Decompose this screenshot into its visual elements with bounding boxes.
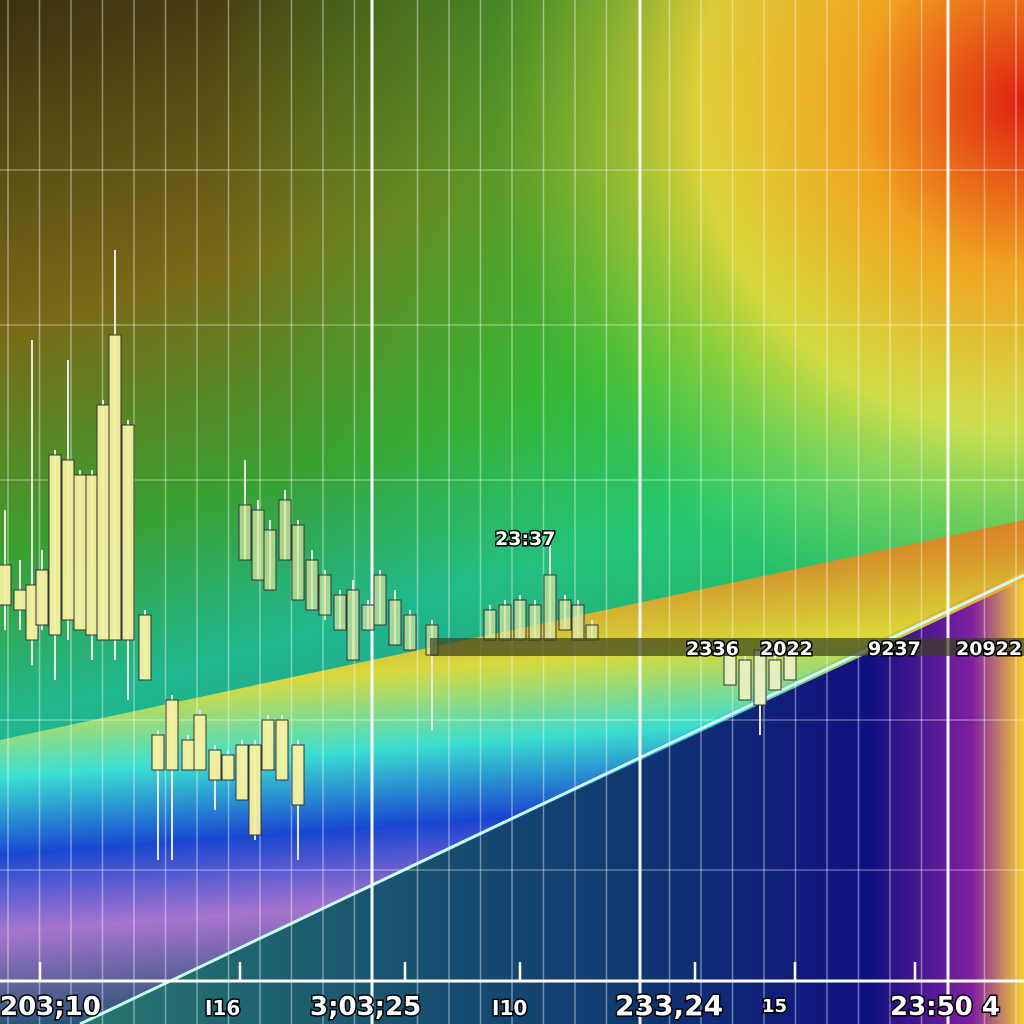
candle-body bbox=[558, 599, 572, 631]
candle-body bbox=[483, 609, 497, 641]
candle-body bbox=[35, 569, 49, 626]
candle-body bbox=[238, 504, 252, 561]
candle-body bbox=[61, 459, 75, 621]
candle-body bbox=[251, 509, 265, 581]
annotation-label: 2336 bbox=[686, 638, 739, 660]
candle-body bbox=[121, 424, 135, 641]
candle-body bbox=[0, 564, 12, 606]
candle-body bbox=[318, 574, 332, 616]
x-tick-label: 233,24 bbox=[615, 989, 723, 1022]
candle-body bbox=[221, 754, 235, 781]
x-tick-label: 23:50 4 bbox=[890, 992, 1000, 1022]
candle-body bbox=[263, 529, 277, 591]
candle-body bbox=[346, 589, 360, 661]
candle-body bbox=[275, 719, 289, 781]
candle-body bbox=[48, 454, 62, 636]
annotation-label: 9237 bbox=[868, 638, 921, 660]
candle-body bbox=[768, 659, 782, 691]
candle-body bbox=[333, 594, 347, 631]
candle-body bbox=[96, 404, 110, 641]
candle-body bbox=[13, 589, 27, 611]
x-tick-label: 15 bbox=[762, 996, 787, 1017]
candle-body bbox=[208, 749, 222, 781]
candle-body bbox=[291, 744, 305, 806]
annotation-bar bbox=[430, 638, 1024, 656]
x-tick-label: I10 bbox=[492, 996, 527, 1020]
candle-body bbox=[138, 614, 152, 681]
x-ticks: 203;10 I16 3;03;25 I10 233,24 15 23:50 4 bbox=[0, 962, 1001, 1024]
x-tick-label: I16 bbox=[205, 996, 240, 1020]
annotation-label: 23:37 bbox=[495, 528, 555, 550]
candle-body bbox=[543, 574, 557, 641]
candle-body bbox=[85, 474, 99, 636]
candle-body bbox=[278, 499, 292, 561]
candle-body bbox=[528, 604, 542, 641]
candle-body bbox=[235, 744, 249, 801]
candle-body bbox=[165, 699, 179, 771]
candles bbox=[0, 250, 797, 860]
candle-body bbox=[193, 714, 207, 771]
candle-body bbox=[261, 719, 275, 771]
candle-body bbox=[388, 599, 402, 646]
candle-body bbox=[585, 624, 599, 641]
candle-body bbox=[373, 574, 387, 626]
candle-body bbox=[108, 334, 122, 641]
candle-body bbox=[291, 524, 305, 601]
annotation-label: 2022 bbox=[760, 638, 813, 660]
candle-body bbox=[151, 734, 165, 771]
candle-body bbox=[181, 739, 195, 771]
annotation-label: 20922 bbox=[956, 638, 1022, 660]
candle-body bbox=[361, 604, 375, 631]
candle-body bbox=[305, 559, 319, 611]
candle-body bbox=[738, 659, 752, 701]
x-tick-label: 203;10 bbox=[0, 992, 101, 1022]
candle-body bbox=[513, 599, 527, 641]
x-tick-label: 3;03;25 bbox=[310, 992, 421, 1022]
candle-body bbox=[403, 614, 417, 651]
candle-body bbox=[498, 604, 512, 641]
candle-body bbox=[73, 474, 87, 631]
candle-body bbox=[571, 604, 585, 641]
candle-body bbox=[248, 744, 262, 836]
annotations: 23:37 2336 2022 9237 20922 bbox=[430, 527, 1024, 662]
bottom-region bbox=[0, 570, 1024, 1024]
